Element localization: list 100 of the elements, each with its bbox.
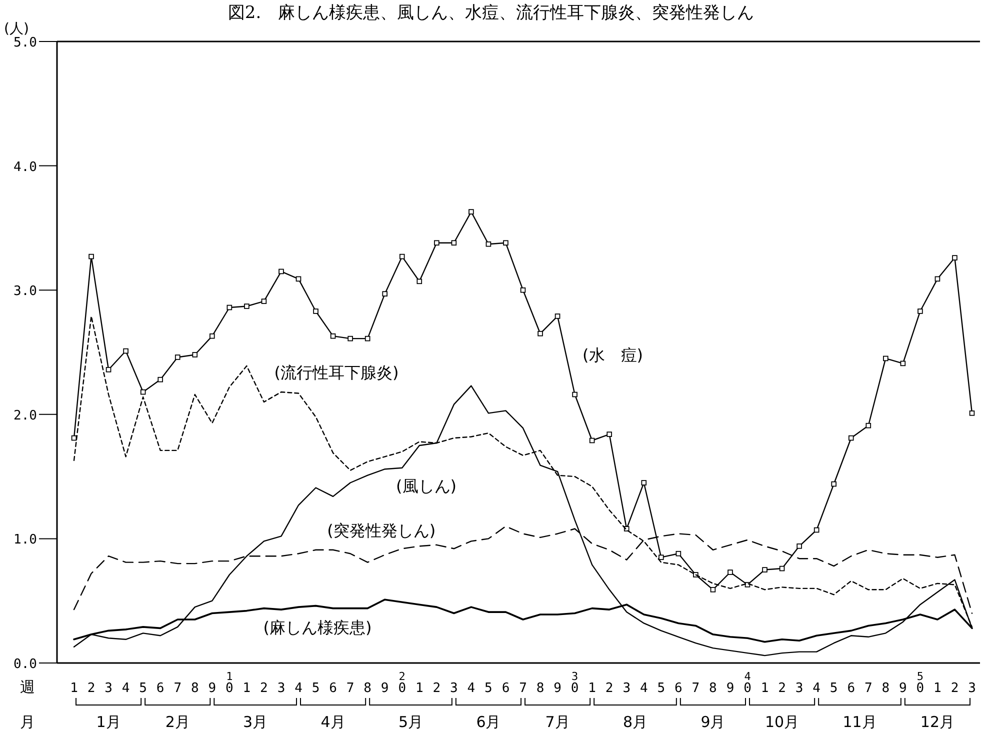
- point: [538, 330, 543, 336]
- point: [779, 566, 785, 572]
- x-tick-label: 5: [830, 681, 838, 696]
- point: [364, 336, 370, 342]
- point: [934, 276, 940, 282]
- point: [416, 278, 422, 284]
- x-tick-label: 50: [916, 670, 924, 696]
- x-tick-label: 9: [554, 681, 562, 696]
- x-tick-label: 6: [674, 681, 682, 696]
- point: [313, 308, 318, 314]
- x-tick-label: 1: [70, 681, 78, 696]
- x-tick-label: 3: [277, 681, 286, 696]
- x-tick-label: 8: [709, 681, 717, 696]
- text: 10月: [764, 713, 800, 731]
- x-tick-label: 2: [260, 681, 268, 696]
- point: [572, 392, 578, 398]
- point: [174, 354, 180, 360]
- point: [606, 432, 612, 437]
- x-tick-label: 8: [536, 681, 544, 696]
- point: [296, 276, 302, 282]
- x-tick-label: 2: [432, 681, 441, 696]
- point: [486, 241, 492, 247]
- x-tick-label: 3: [795, 681, 804, 696]
- point: [728, 570, 733, 575]
- x-tick-label: 4: [812, 681, 821, 696]
- y-tick-label: 5.0: [14, 36, 37, 50]
- point: [503, 240, 508, 246]
- x-tick-label: 7: [692, 681, 700, 696]
- y-tick-label: 1.0: [14, 532, 37, 548]
- point: [918, 308, 923, 314]
- point: [123, 348, 128, 354]
- point: [658, 554, 664, 560]
- x-tick-label: 9: [208, 681, 216, 696]
- text: 2月: [165, 713, 190, 731]
- x-tick-label: 9: [380, 681, 389, 696]
- series-label: (風しん): [396, 476, 457, 496]
- point: [796, 544, 802, 549]
- x-tick-label: 3: [104, 681, 112, 696]
- point: [399, 254, 405, 260]
- point: [330, 333, 336, 339]
- point: [468, 209, 474, 214]
- x-tick-label: 1: [760, 681, 769, 696]
- x-tick-label: 6: [847, 681, 856, 696]
- text: 9月: [700, 713, 726, 731]
- x-tick-label: 1: [934, 681, 942, 696]
- text: 11月: [842, 713, 877, 731]
- series-label: (突発性発しん): [327, 521, 436, 540]
- x-tick-label: 2: [87, 681, 96, 696]
- x-tick-label: 3: [450, 681, 458, 696]
- point: [348, 336, 353, 342]
- point: [641, 480, 647, 486]
- x-tick-label: 3: [968, 681, 976, 696]
- point: [192, 352, 198, 358]
- x-tick-label: 40: [744, 670, 752, 696]
- x-tick-label: 7: [346, 681, 354, 696]
- x-tick-label: 5: [657, 681, 666, 696]
- text: 8月: [622, 713, 648, 731]
- x-tick-label: 1: [242, 681, 251, 696]
- x-tick-label: 4: [122, 681, 130, 696]
- series-label: (水 痘): [582, 346, 644, 365]
- text: 1月: [96, 713, 121, 731]
- x-tick-label: 3: [622, 681, 631, 696]
- x-tick-label: 1: [588, 681, 596, 696]
- point: [261, 298, 267, 304]
- x-tick-label: 5: [312, 681, 320, 696]
- point: [520, 287, 526, 293]
- point: [969, 410, 975, 416]
- point: [434, 240, 440, 246]
- x-tick-label: 30: [570, 670, 579, 696]
- text: 7月: [545, 713, 570, 731]
- point: [900, 360, 906, 366]
- point: [210, 333, 215, 339]
- point: [710, 587, 716, 592]
- x-tick-label: 10: [226, 670, 234, 696]
- x-tick-label: 2: [778, 681, 786, 696]
- series-label: (流行性耳下腺炎): [274, 363, 399, 382]
- point: [278, 268, 284, 274]
- x-tick-label: 4: [294, 681, 303, 696]
- point: [244, 304, 250, 309]
- x-tick-label: 2: [950, 681, 959, 696]
- x-tick-label: 7: [519, 681, 527, 696]
- x-axis-title: 週: [20, 678, 35, 696]
- text: 5月: [398, 713, 424, 731]
- y-axis-title: (人): [4, 21, 29, 37]
- x-tick-label: 6: [329, 681, 337, 696]
- y-tick-label: 3.0: [14, 284, 37, 300]
- point: [158, 376, 163, 382]
- point: [140, 389, 146, 395]
- point: [382, 291, 388, 296]
- x-tick-label: 1: [415, 681, 424, 696]
- text: 4月: [320, 713, 346, 731]
- point: [952, 255, 958, 260]
- x-tick-label: 6: [156, 681, 164, 696]
- point: [762, 567, 768, 572]
- y-tick-label: 4.0: [14, 160, 37, 175]
- y-tick-label: 0.0: [14, 657, 37, 672]
- point: [676, 550, 682, 556]
- x-tick-label: 9: [899, 681, 907, 696]
- x-tick-label: 20: [398, 670, 406, 696]
- point: [88, 254, 94, 260]
